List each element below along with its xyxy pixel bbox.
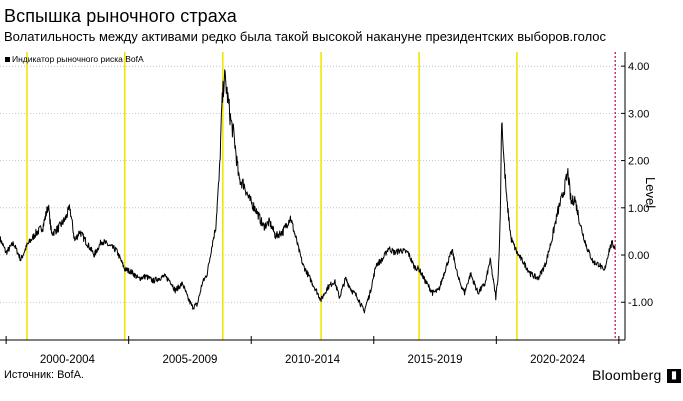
series-line [0,69,616,314]
y-tick-label: 2.00 [628,156,649,168]
legend-swatch [5,57,10,62]
x-tick-label: 2010-2014 [285,354,341,366]
y-tick-label: 1.00 [628,203,649,215]
x-tick-label: 2000-2004 [40,354,96,366]
x-tick-label: 2020-2024 [530,354,586,366]
election-markers [26,52,616,340]
legend-label: Индикатор рыночного риска BofA [12,54,144,64]
y-tick-label: 3.00 [628,108,649,120]
chart-title: Вспышка рыночного страха [4,6,237,26]
y-axis-label: Level [643,177,658,208]
y-tick-label: 4.00 [628,61,649,73]
x-tick-label: 2005-2009 [162,354,217,366]
y-tick-label: 0.00 [628,250,649,262]
bloomberg-logo: Bloomberg [592,367,662,383]
grid-lines [0,65,625,303]
chart-subtitle: Волатильность между активами редко была … [4,29,607,44]
series-layer [0,69,616,314]
x-tick-label: 2015-2019 [408,354,463,366]
source-note: Источник: BofA. [4,369,84,381]
x-axis-ticks: 2000-2004 2005-2009 2010-2014 2015-2019 2020… [5,336,620,366]
bloomberg-terminal-icon: ▮ [667,369,681,383]
y-axis-ticks: 4.00 3.00 2.00 1.00 0.00 -1.00 [621,61,653,309]
y-tick-label: -1.00 [628,297,653,309]
legend: Индикатор рыночного риска BofA [5,54,144,64]
